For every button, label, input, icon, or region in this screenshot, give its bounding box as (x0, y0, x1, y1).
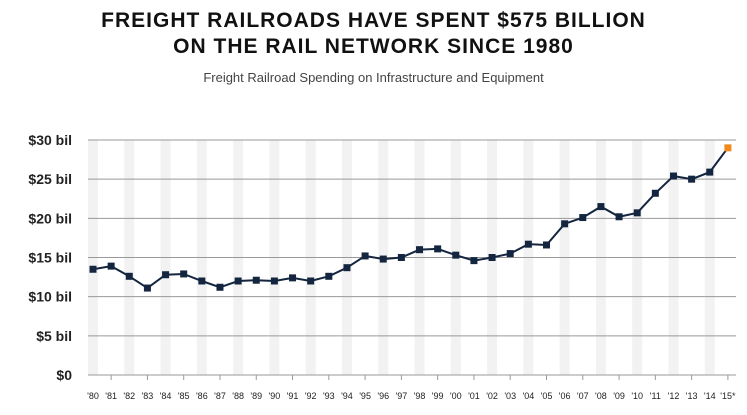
x-tick-label: '07 (577, 391, 589, 401)
x-tick-label: '93 (323, 391, 335, 401)
data-point (470, 257, 478, 265)
x-tick-label: '81 (105, 391, 117, 401)
x-tick-label: '11 (650, 391, 661, 401)
x-tick-label: '14 (704, 391, 716, 401)
x-tick-label: '03 (504, 391, 516, 401)
y-tick-label: $30 bil (28, 132, 72, 148)
data-point (252, 276, 260, 284)
data-point (452, 251, 460, 259)
data-point (125, 272, 133, 280)
x-tick-label: '80 (87, 391, 99, 401)
x-tick-label: '01 (468, 391, 480, 401)
y-tick-label: $25 bil (28, 171, 72, 187)
x-tick-label: '87 (214, 391, 226, 401)
data-point (506, 250, 514, 258)
x-tick-label: '92 (305, 391, 317, 401)
x-tick-label: '97 (396, 391, 408, 401)
x-tick-label: '09 (613, 391, 625, 401)
x-tick-label: '95 (359, 391, 371, 401)
data-point (234, 277, 242, 285)
x-tick-label: '85 (178, 391, 190, 401)
highlight-point (724, 144, 732, 152)
data-point (361, 252, 369, 260)
data-point (524, 240, 532, 248)
x-tick-label: '86 (196, 391, 208, 401)
data-point (633, 209, 641, 217)
x-tick-label: '98 (414, 391, 426, 401)
data-point (397, 254, 405, 261)
data-point (270, 277, 278, 285)
x-tick-label: '04 (522, 391, 534, 401)
data-point (416, 246, 424, 254)
y-tick-label: $0 (56, 367, 72, 383)
y-tick-label: $10 bil (28, 289, 72, 305)
data-point (615, 213, 623, 221)
data-point (325, 272, 333, 280)
x-tick-label: '83 (142, 391, 154, 401)
data-point (706, 168, 714, 176)
x-tick-label: '15* (720, 391, 736, 401)
data-point (216, 283, 224, 291)
x-tick-label: '94 (341, 391, 353, 401)
x-tick-label: '02 (486, 391, 498, 401)
data-point (343, 264, 351, 272)
data-point (143, 284, 151, 292)
y-tick-label: $20 bil (28, 210, 72, 226)
data-point (180, 270, 188, 278)
x-tick-label: '00 (450, 391, 462, 401)
x-tick-label: '99 (432, 391, 444, 401)
chart-subtitle: Freight Railroad Spending on Infrastruct… (203, 70, 544, 85)
x-tick-label: '88 (232, 391, 244, 401)
data-point (307, 277, 315, 285)
x-tick-label: '06 (559, 391, 571, 401)
data-point (488, 254, 496, 261)
x-tick-label: '08 (595, 391, 607, 401)
x-tick-label: '05 (541, 391, 553, 401)
data-point (688, 175, 696, 183)
x-tick-label: '10 (631, 391, 643, 401)
data-point (198, 277, 206, 285)
data-point (669, 172, 677, 180)
data-point (579, 214, 587, 222)
data-point (434, 245, 442, 253)
x-tick-label: '82 (123, 391, 135, 401)
data-point (561, 220, 569, 228)
chart-title-line2: ON THE RAIL NETWORK SINCE 1980 (173, 35, 574, 58)
data-point (651, 189, 659, 197)
chart-title-line1: FREIGHT RAILROADS HAVE SPENT $575 BILLIO… (101, 9, 646, 32)
x-tick-label: '12 (668, 391, 680, 401)
x-tick-label: '91 (287, 391, 299, 401)
data-point (162, 271, 170, 279)
x-tick-label: '89 (250, 391, 262, 401)
y-tick-label: $15 bil (28, 250, 72, 266)
data-point (289, 274, 297, 282)
data-point (379, 255, 387, 263)
x-tick-label: '90 (269, 391, 281, 401)
data-point (543, 241, 550, 249)
data-point (597, 203, 605, 211)
data-point (89, 265, 97, 273)
x-tick-label: '13 (686, 391, 698, 401)
data-point (107, 262, 115, 270)
x-tick-label: '84 (160, 391, 172, 401)
x-tick-label: '96 (377, 391, 389, 401)
y-tick-label: $5 bil (36, 328, 72, 344)
